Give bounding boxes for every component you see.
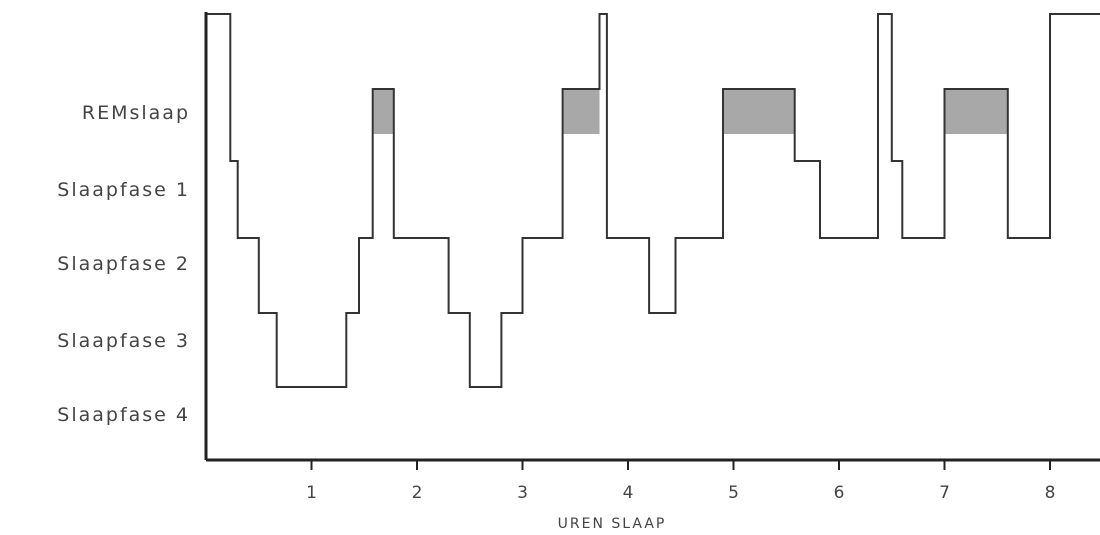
y-tick-label-5: Slaapfase 4: [57, 404, 190, 426]
x-tick-label-7: 7: [939, 483, 950, 503]
sleep-stage-line: [206, 13, 1100, 388]
rem-band-1: [372, 89, 394, 134]
y-tick-label-1: REMslaap: [82, 102, 190, 124]
x-tick-label-1: 1: [306, 483, 317, 503]
x-tick-label-4: 4: [623, 483, 634, 503]
x-tick-label-5: 5: [728, 483, 739, 503]
x-tick-label-2: 2: [412, 483, 423, 503]
rem-band-3: [722, 89, 795, 134]
x-tick-label-3: 3: [517, 483, 528, 503]
rem-band-2: [562, 89, 600, 134]
y-tick-label-4: Slaapfase 3: [57, 330, 190, 352]
x-tick-label-8: 8: [1045, 483, 1056, 503]
y-tick-label-3: Slaapfase 2: [57, 253, 190, 275]
x-axis-title: UREN SLAAP: [558, 516, 667, 532]
axes: [204, 12, 1100, 462]
x-tick-label-6: 6: [834, 483, 845, 503]
y-tick-label-2: Slaapfase 1: [57, 179, 190, 201]
rem-band-4: [944, 89, 1008, 134]
sleep-series: [206, 13, 1100, 388]
y-tick-labels: REMslaap Slaapfase 1 Slaapfase 2 Slaapfase …: [57, 102, 190, 426]
x-ticks: 1 2 3 4 5 6 7 8: [306, 460, 1055, 503]
rem-bands: [372, 89, 1008, 134]
